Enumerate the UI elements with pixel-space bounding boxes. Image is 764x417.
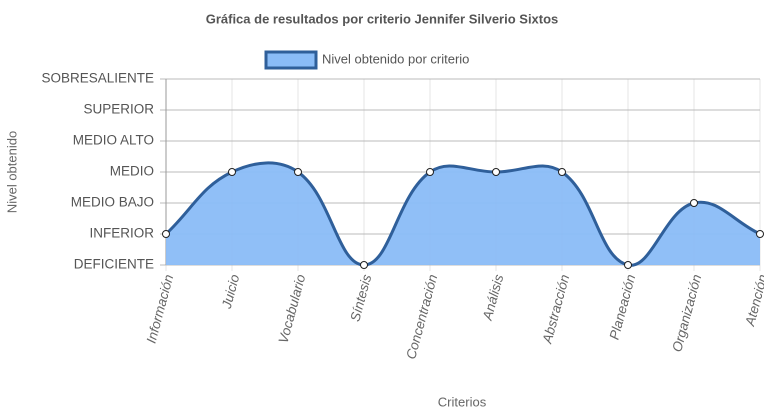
x-tick-label: Juicio bbox=[219, 272, 243, 311]
y-tick-label: INFERIOR bbox=[89, 226, 154, 241]
point bbox=[162, 230, 170, 238]
x-axis-label: Criterios bbox=[438, 394, 487, 409]
chart-title: Gráfica de resultados por criterio Jenni… bbox=[206, 11, 559, 26]
x-tick-label: Vocabulario bbox=[276, 272, 309, 345]
line bbox=[164, 161, 761, 267]
point bbox=[228, 168, 236, 176]
y-tick-label: DEFICIENTE bbox=[74, 257, 154, 272]
x-tick-label: Planeación bbox=[607, 273, 639, 341]
y-tick-label: SUPERIOR bbox=[83, 102, 154, 117]
x-tick-label: Abstracción bbox=[539, 273, 572, 346]
point bbox=[756, 230, 764, 238]
x-tick-label: Concentración bbox=[403, 273, 440, 361]
x-tick-label: Información bbox=[144, 273, 177, 345]
point bbox=[690, 199, 698, 207]
y-tick-label: SOBRESALIENTE bbox=[41, 71, 154, 86]
x-tick-label: Síntesis bbox=[347, 273, 374, 324]
x-tick-label: Análisis bbox=[480, 273, 507, 323]
y-tick-label: MEDIO bbox=[110, 164, 154, 179]
point bbox=[558, 168, 566, 176]
area bbox=[166, 162, 760, 266]
x-tick-label: Organización bbox=[669, 273, 704, 354]
y-tick-label: MEDIO BAJO bbox=[71, 195, 154, 210]
point bbox=[624, 261, 632, 269]
legend-swatch bbox=[264, 50, 318, 70]
y-axis-label: Nivel obtenido bbox=[4, 131, 19, 213]
point bbox=[492, 168, 500, 176]
point bbox=[426, 168, 434, 176]
x-tick-label: Atención bbox=[742, 273, 764, 329]
point bbox=[294, 168, 302, 176]
y-tick-label: MEDIO ALTO bbox=[73, 133, 154, 148]
legend-label: Nivel obtenido por criterio bbox=[322, 51, 469, 66]
point bbox=[360, 261, 368, 269]
